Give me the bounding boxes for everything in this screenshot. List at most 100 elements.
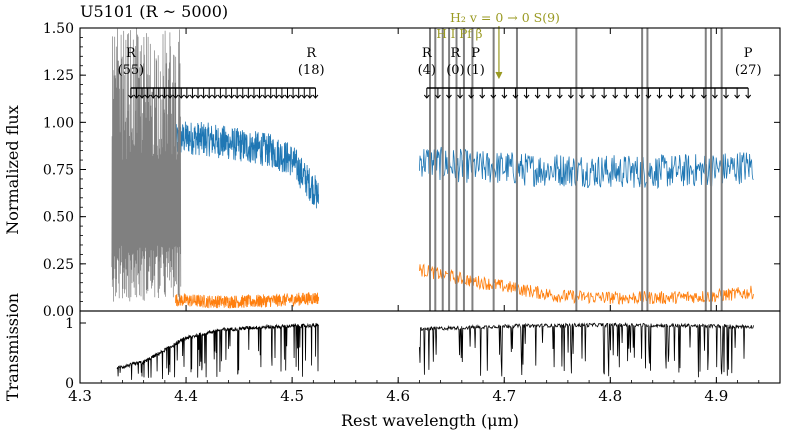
bottom-y-axis-label: Transmission (3, 293, 22, 401)
line-marker-arrowhead (217, 94, 224, 99)
line-marker-j-label: (0) (446, 63, 464, 78)
line-marker-arrowhead (457, 94, 463, 99)
line-marker-arrowhead (239, 94, 246, 99)
line-marker-arrowhead (567, 94, 574, 99)
line-marker-arrowhead (468, 94, 475, 99)
line-marker-arrowhead (435, 94, 441, 99)
bottom-y-ticks: 01 (65, 316, 86, 392)
bottom-x-ticks: 4.3 4.4 4.5 4.6 4.7 4.8 4.9 (68, 377, 781, 405)
line-marker-arrowhead (623, 94, 630, 99)
line-marker-arrowhead (195, 94, 201, 99)
line-marker-arrowhead (534, 94, 541, 99)
line-marker-j-label: (55) (118, 63, 145, 78)
line-marker-arrowhead (144, 94, 151, 99)
line-marker-branch-label: R (422, 46, 433, 61)
line-marker-arrowhead (290, 94, 296, 99)
line-marker-j-label: (4) (418, 63, 436, 78)
line-marker-arrowhead (150, 94, 157, 99)
bottom-x-tick-label: 4.4 (174, 387, 198, 405)
line-marker-branch-label: P (744, 46, 753, 61)
top-y-tick-label: 1.00 (43, 115, 74, 131)
line-marker-branch-label: R (126, 46, 137, 61)
line-marker-arrowhead (689, 94, 696, 99)
line-marker-arrowhead (223, 94, 229, 99)
series-2-segment-0 (111, 28, 182, 302)
line-marker-arrowhead (634, 94, 641, 99)
bottom-x-tick-label: 4.3 (68, 387, 92, 405)
line-marker-arrowhead (645, 94, 652, 99)
line-marker-arrowhead (172, 94, 179, 99)
line-marker-arrowhead (189, 94, 196, 99)
top-y-ticks: 0.00 0.25 0.50 0.75 1.00 1.25 1.50 (43, 21, 780, 320)
line-marker-arrowhead (301, 94, 308, 99)
bottom-series-layer (116, 322, 754, 380)
top-y-tick-label: 0.50 (43, 210, 74, 226)
line-marker-arrowhead (612, 94, 619, 99)
line-marker-j-label: (1) (466, 63, 484, 78)
line-marker-arrowhead (256, 94, 263, 99)
line-marker-arrowhead (273, 94, 280, 99)
top-panel-title: U5101 (R ~ 5000) (80, 2, 228, 21)
line-marker-arrowhead (512, 94, 519, 99)
bottom-y-tick-label: 1 (65, 316, 74, 332)
bottom-x-tick-label: 4.8 (598, 387, 622, 405)
line-marker-j-label: (27) (735, 63, 762, 78)
line-marker-arrowhead (206, 94, 213, 99)
line-marker-arrowhead (479, 94, 486, 99)
top-y-tick-label: 1.25 (43, 68, 74, 84)
line-marker-arrowhead (161, 94, 168, 99)
line-marker-arrowhead (267, 94, 274, 99)
line-marker-arrowhead (133, 94, 140, 99)
top-panel: R (55) R (18) R (4) R (0) P (1) P (27) H₂ v = 0 → 0… (3, 10, 781, 320)
top-x-ticks (79, 28, 717, 311)
line-marker-arrowhead (284, 94, 291, 99)
series-1-segment-1 (419, 263, 754, 305)
line-marker-arrowhead (155, 94, 162, 99)
annotation-h2-arrowhead (495, 71, 503, 80)
line-marker-arrowhead (667, 94, 674, 99)
line-marker-branch-label: R (451, 46, 462, 61)
line-marker-arrowhead (128, 94, 134, 99)
line-marker-j-label: (18) (298, 63, 325, 78)
line-marker-arrowhead (523, 94, 530, 99)
bottom-x-tick-label: 4.7 (492, 387, 516, 405)
line-marker-arrowhead (211, 94, 218, 99)
line-marker-arrowhead (590, 94, 596, 99)
line-marker-arrowhead (167, 94, 173, 99)
line-markers-layer: R (55) R (18) R (4) R (0) P (1) P (27) (118, 46, 762, 99)
top-y-tick-label: 0.00 (43, 304, 74, 320)
line-marker-arrowhead (501, 94, 508, 99)
top-series-layer (111, 28, 754, 311)
series-0-segment-0 (175, 121, 319, 209)
bottom-x-tick-label: 4.5 (280, 387, 304, 405)
line-marker-arrowhead (723, 94, 729, 99)
series-0-segment-1 (419, 146, 754, 190)
line-marker-arrowhead (200, 94, 207, 99)
line-marker-arrowhead (312, 94, 319, 99)
top-y-axis-label: Normalized flux (3, 105, 22, 234)
line-marker-arrowhead (183, 94, 190, 99)
line-marker-arrowhead (295, 94, 302, 99)
line-marker-arrowhead (579, 94, 585, 99)
top-y-tick-label: 1.50 (43, 21, 74, 37)
line-marker-arrowhead (556, 94, 563, 99)
line-marker-arrowhead (745, 94, 752, 99)
line-marker-arrowhead (262, 94, 269, 99)
bottom-y-tick-label: 0 (65, 376, 74, 392)
transmission-segment-1 (419, 322, 754, 378)
line-marker-arrowhead (279, 94, 285, 99)
annotation-layer: H₂ v = 0 → 0 S(9) H I Pf β (436, 10, 560, 80)
line-marker-arrowhead (700, 94, 707, 99)
line-marker-arrowhead (245, 94, 252, 99)
line-marker-arrowhead (178, 94, 185, 99)
line-marker-arrowhead (228, 94, 235, 99)
line-marker-arrowhead (446, 94, 452, 99)
annotation-hi-line: H I Pf β (436, 27, 482, 41)
top-y-tick-label: 0.75 (43, 163, 74, 179)
line-marker-arrowhead (678, 94, 685, 99)
line-marker-arrowhead (423, 94, 430, 99)
line-marker-arrowhead (306, 94, 313, 99)
line-marker-arrowhead (490, 94, 497, 99)
bottom-x-tick-label: 4.6 (386, 387, 410, 405)
